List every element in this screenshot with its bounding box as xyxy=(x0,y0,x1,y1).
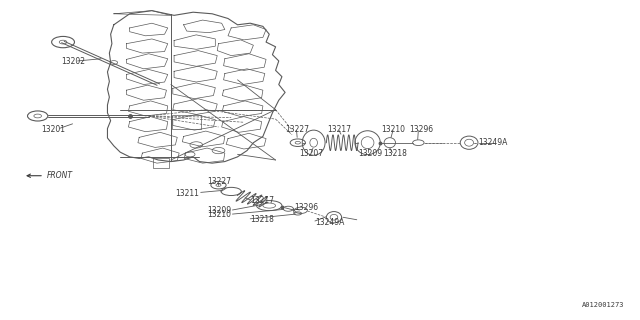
Text: 13217: 13217 xyxy=(328,125,351,134)
Text: 13217: 13217 xyxy=(250,196,274,205)
Text: 13202: 13202 xyxy=(61,57,85,66)
Bar xyxy=(173,115,201,129)
Text: 13227: 13227 xyxy=(207,177,231,186)
Text: 13249A: 13249A xyxy=(316,218,345,227)
Text: 13210: 13210 xyxy=(381,125,406,134)
Bar xyxy=(154,158,170,168)
Text: 13210: 13210 xyxy=(207,210,231,219)
Text: 13209: 13209 xyxy=(207,206,231,215)
Text: FRONT: FRONT xyxy=(47,171,73,180)
Text: 13218: 13218 xyxy=(383,149,407,158)
Text: 13201: 13201 xyxy=(41,125,65,134)
Text: A012001273: A012001273 xyxy=(582,302,625,308)
Text: 13211: 13211 xyxy=(175,188,200,197)
Text: 13207: 13207 xyxy=(300,149,324,158)
Text: 13209: 13209 xyxy=(358,149,382,158)
Text: 13296: 13296 xyxy=(294,203,319,212)
Text: 13218: 13218 xyxy=(250,215,274,224)
Text: 13249A: 13249A xyxy=(479,138,508,147)
Text: 13296: 13296 xyxy=(409,125,433,134)
Text: 13227: 13227 xyxy=(285,125,309,134)
